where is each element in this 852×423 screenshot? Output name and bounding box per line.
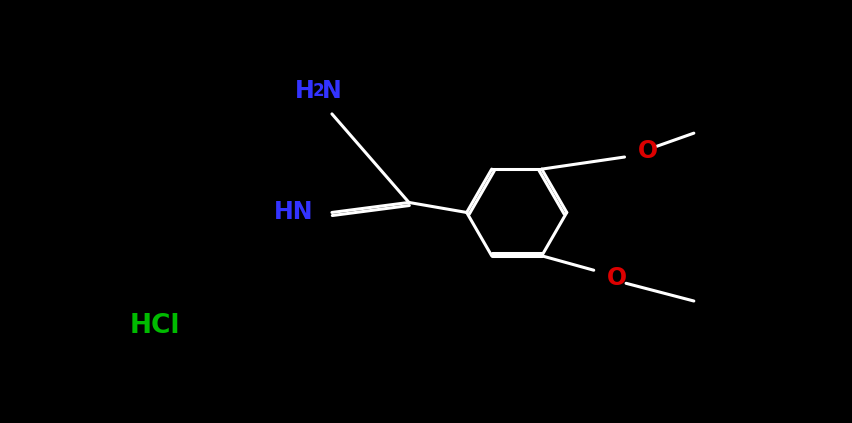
Text: O: O	[607, 266, 627, 290]
Text: HCl: HCl	[130, 313, 180, 339]
Text: H: H	[295, 79, 315, 103]
Text: HN: HN	[273, 201, 314, 225]
Text: O: O	[637, 139, 658, 163]
Text: N: N	[322, 79, 342, 103]
Text: 2: 2	[312, 82, 324, 100]
